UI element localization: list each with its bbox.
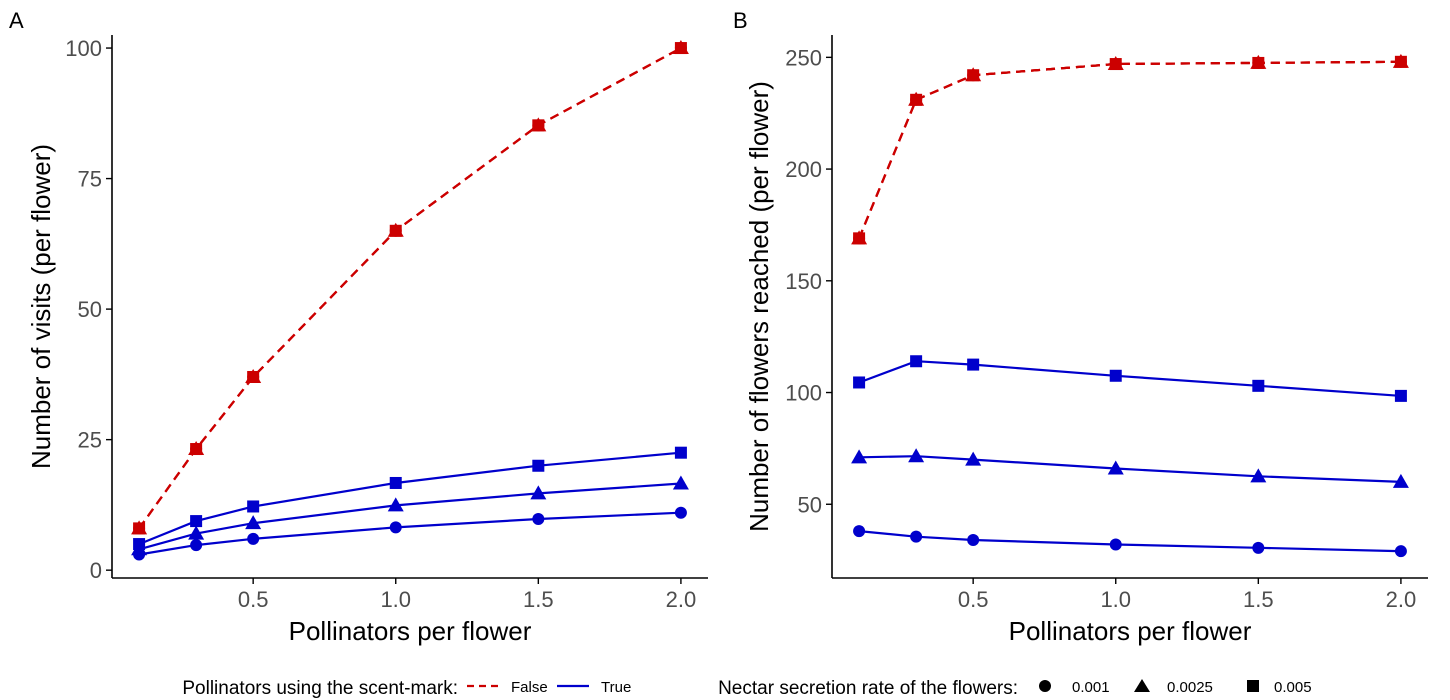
series-line-false-square — [858, 60, 1401, 239]
series-line-false-circle — [858, 60, 1401, 239]
data-point-square — [190, 515, 203, 528]
legend-key-square — [1247, 680, 1259, 692]
data-point-square — [853, 376, 866, 389]
data-point-triangle — [965, 451, 982, 466]
data-point-circle — [1109, 538, 1122, 551]
x-tick-label: 0.5 — [238, 587, 269, 612]
data-point-circle — [190, 539, 203, 552]
data-point-square — [532, 459, 545, 472]
y-axis-title: Number of flowers reached (per flower) — [744, 81, 774, 532]
data-point-square — [532, 119, 545, 132]
data-point-triangle — [188, 525, 205, 540]
x-tick-label: 1.5 — [523, 587, 554, 612]
data-point-triangle — [1107, 460, 1124, 475]
legend-label-false: False — [511, 679, 548, 696]
series-line-false-square — [138, 47, 682, 530]
data-point-square — [1109, 369, 1122, 382]
panel-a: A 0.5 1.0 1.5 2.0 0 25 50 75 100 Pollinators per f… — [9, 8, 708, 646]
series-line-true-triangle — [138, 482, 681, 551]
series-line-true-circle — [138, 511, 681, 556]
data-point-square — [910, 93, 923, 106]
x-axis-title: Pollinators per flower — [289, 616, 532, 646]
data-point-triangle — [851, 449, 868, 464]
data-point-square — [853, 232, 866, 245]
data-point-square — [133, 538, 146, 551]
x-tick-label: 1.0 — [380, 587, 411, 612]
data-point-square — [1394, 389, 1407, 402]
data-point-circle — [1394, 545, 1407, 558]
data-point-square — [674, 42, 687, 55]
y-tick-label: 100 — [65, 36, 102, 61]
data-point-triangle — [908, 448, 925, 463]
y-tick-label: 200 — [785, 157, 822, 182]
x-axis-title: Pollinators per flower — [1009, 616, 1252, 646]
y-tick-label: 75 — [78, 167, 102, 192]
legend: Pollinators using the scent-mark: False … — [182, 678, 1311, 699]
data-point-circle — [389, 521, 402, 534]
panel-b: B 0.5 1.0 1.5 2.0 50 100 150 200 250 Pollinators p… — [733, 8, 1428, 646]
y-tick-label: 250 — [785, 45, 822, 70]
legend-label-0001: 0.001 — [1072, 679, 1110, 696]
series-line-false-triangle — [858, 60, 1401, 239]
series-line-false-circle — [138, 47, 682, 530]
series-line-false-triangle — [138, 47, 682, 530]
series-line-true-square — [858, 360, 1401, 397]
data-point-circle — [674, 506, 687, 519]
data-point-circle — [247, 532, 260, 545]
data-point-square — [389, 476, 402, 489]
data-point-square — [1252, 56, 1265, 69]
y-tick-label: 150 — [785, 269, 822, 294]
data-point-square — [133, 522, 146, 535]
data-point-triangle — [672, 475, 689, 490]
data-point-circle — [910, 530, 923, 543]
y-tick-label: 50 — [78, 297, 102, 322]
x-tick-label: 1.5 — [1243, 587, 1274, 612]
x-tick-label: 2.0 — [1386, 587, 1417, 612]
x-tick-label: 1.0 — [1100, 587, 1131, 612]
y-tick-label: 0 — [90, 558, 102, 583]
legend-key-circle — [1039, 680, 1051, 692]
data-point-square — [190, 443, 203, 456]
panel-label: B — [733, 8, 748, 33]
y-axis-title: Number of visits (per flower) — [26, 144, 56, 469]
x-tick-label: 0.5 — [958, 587, 989, 612]
data-point-triangle — [245, 515, 262, 530]
series-line-true-triangle — [859, 455, 1401, 483]
y-tick-label: 50 — [798, 492, 822, 517]
data-point-square — [247, 500, 260, 513]
data-point-circle — [967, 534, 980, 547]
series-line-true-square — [138, 451, 681, 546]
data-point-circle — [532, 513, 545, 526]
series-line-true-circle — [858, 530, 1401, 553]
data-point-square — [1252, 379, 1265, 392]
data-point-square — [1394, 55, 1407, 68]
legend-label-0005: 0.005 — [1274, 679, 1312, 696]
data-point-triangle — [1392, 473, 1409, 488]
data-point-square — [389, 224, 402, 237]
y-tick-label: 100 — [785, 381, 822, 406]
data-point-triangle — [1250, 468, 1267, 483]
legend-label-true: True — [601, 679, 631, 696]
legend-shape-title: Nectar secretion rate of the flowers: — [718, 678, 1018, 699]
legend-label-00025: 0.0025 — [1167, 679, 1213, 696]
legend-linetype-title: Pollinators using the scent-mark: — [182, 678, 458, 699]
legend-key-triangle — [1134, 679, 1150, 692]
data-point-square — [247, 370, 260, 383]
data-point-circle — [853, 525, 866, 538]
panel-label: A — [9, 8, 24, 33]
data-point-square — [1109, 58, 1122, 71]
data-point-square — [967, 358, 980, 371]
data-point-square — [910, 355, 923, 368]
x-tick-label: 2.0 — [666, 587, 697, 612]
data-point-triangle — [530, 485, 547, 500]
data-point-circle — [1252, 541, 1265, 554]
data-point-triangle — [387, 497, 404, 512]
data-point-square — [967, 69, 980, 82]
y-tick-label: 25 — [78, 428, 102, 453]
data-point-square — [674, 446, 687, 459]
